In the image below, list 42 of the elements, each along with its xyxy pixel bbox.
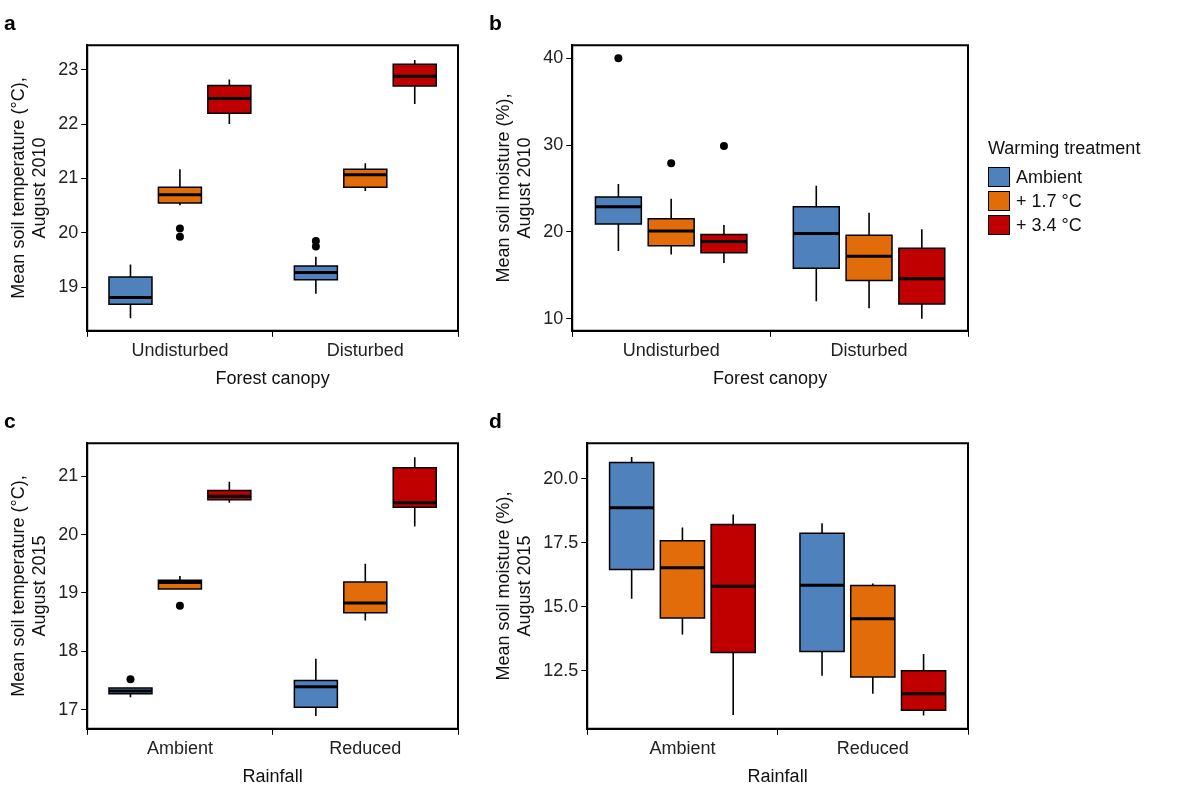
- x-axis-title: Rainfall: [747, 766, 808, 787]
- y-tick-label: 21: [58, 465, 79, 486]
- chart-title: b: [489, 11, 502, 35]
- y-tick-label: 17: [58, 698, 79, 719]
- y-tick-label: 18: [58, 640, 79, 661]
- y-tick-label: 19: [58, 581, 79, 602]
- x-tick-label: Ambient: [146, 737, 213, 758]
- y-tick-label: 10: [543, 307, 564, 328]
- y-tick-label: 20: [543, 220, 564, 241]
- y-tick-label: 21: [58, 167, 79, 188]
- y-tick-label: 40: [543, 47, 564, 68]
- x-axis-title: Forest canopy: [713, 368, 828, 389]
- legend-title: Warming treatment: [988, 138, 1141, 159]
- y-tick-label: 19: [58, 276, 79, 297]
- x-tick-label: Reduced: [836, 737, 909, 758]
- x-axis-title: Rainfall: [242, 766, 303, 787]
- x-tick-label: Disturbed: [830, 339, 908, 360]
- y-tick-label: 12.5: [543, 659, 579, 680]
- chart-title: a: [4, 11, 16, 35]
- x-tick-label: Reduced: [329, 737, 402, 758]
- y-tick-label: 30: [543, 134, 564, 154]
- x-tick-label: Undisturbed: [622, 339, 720, 360]
- legend-label: Ambient: [1016, 166, 1083, 188]
- y-axis-title: Mean soil moisture (%), August 2015: [492, 491, 535, 681]
- legend-label: + 1.7 °C: [1016, 190, 1082, 212]
- x-tick-label: Ambient: [649, 737, 716, 758]
- y-axis-title: Mean soil temperature (°C), August 2015: [7, 475, 50, 697]
- y-tick-label: 20.0: [543, 467, 579, 488]
- x-tick-label: Disturbed: [326, 339, 404, 360]
- chart-title: d: [489, 409, 502, 433]
- x-axis-title: Forest canopy: [215, 368, 330, 389]
- y-axis-title: Mean soil moisture (%), August 2010: [492, 93, 535, 283]
- y-tick-label: 17.5: [543, 531, 579, 552]
- x-tick-label: Undisturbed: [131, 339, 229, 360]
- y-tick-label: 20: [58, 221, 79, 242]
- y-axis-title: Mean soil temperature (°C), August 2010: [7, 77, 50, 299]
- y-tick-label: 22: [58, 113, 79, 134]
- legend-label: + 3.4 °C: [1016, 214, 1082, 236]
- y-tick-label: 23: [58, 58, 79, 79]
- y-tick-label: 20: [58, 523, 79, 544]
- y-tick-label: 15.0: [543, 595, 579, 616]
- chart-title: c: [4, 409, 16, 433]
